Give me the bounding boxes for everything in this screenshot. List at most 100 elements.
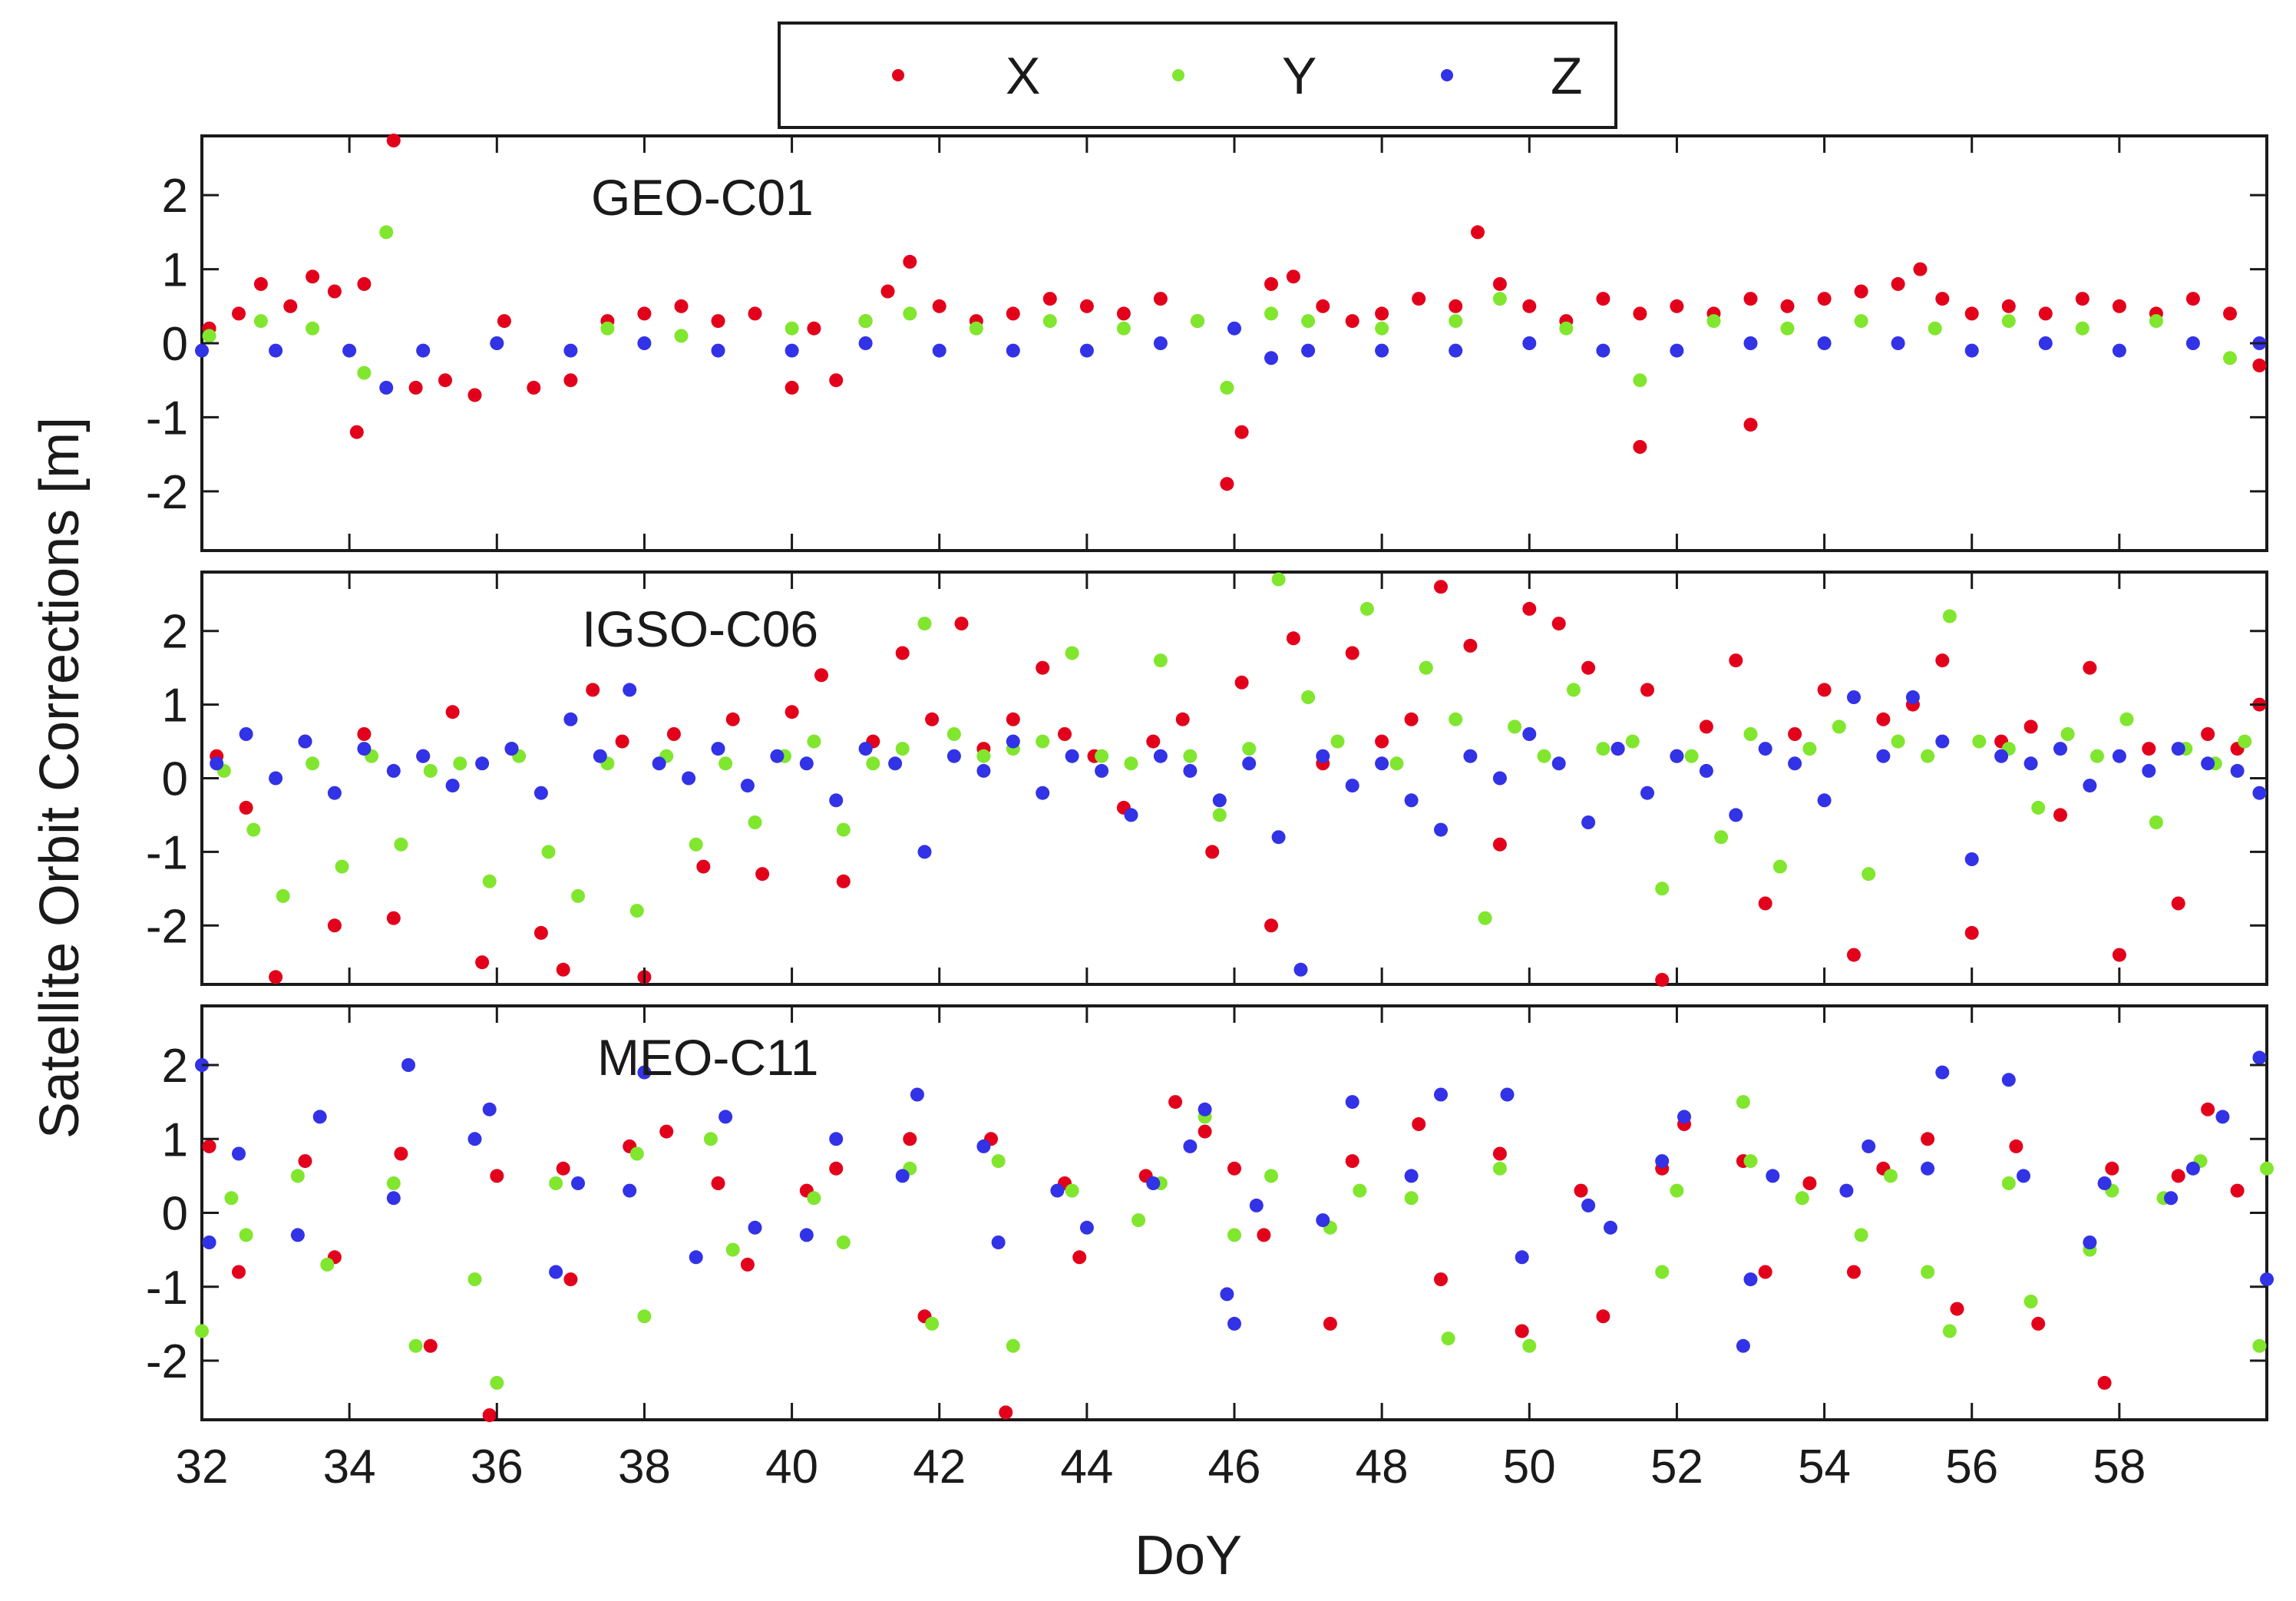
geo-c01-y-point [1220,380,1234,395]
igso-c06-y-point [2119,712,2134,726]
meo-c11-y-point [490,1375,504,1390]
geo-c01-x-point [438,373,452,388]
geo-c01-z-point [342,343,357,358]
geo-c01-z-point [1596,343,1611,358]
meo-c11-y-point [637,1309,652,1324]
igso-c06-x-point [1729,653,1743,668]
meo-c11-z-point [1146,1176,1161,1190]
geo-c01-y-point [2223,351,2237,366]
geo-c01-x-point [1633,306,1647,321]
igso-c06-z-point [1788,756,1802,771]
meo-c11-y-point [1131,1213,1146,1228]
igso-c06-x-point [1935,653,1950,668]
igso-c06-z-point [1242,756,1257,771]
meo-c11-z-point [2097,1176,2112,1190]
igso-c06-y-point [1478,911,1492,925]
igso-c06-z-point [1006,734,1020,749]
geo-c01-y-point [1301,314,1316,329]
igso-c06-z-point [504,742,519,756]
igso-c06-y-point [1566,683,1581,697]
meo-c11-y-point [1795,1191,1809,1206]
geo-c01-x-point [1492,276,1507,291]
geo-c01-z-point [1227,321,1241,336]
geo-c01-x-point [1964,306,1979,321]
igso-c06-y-point [1301,690,1316,704]
meo-c11-z-point [1183,1139,1198,1153]
meo-c11-z-point [623,1183,637,1198]
meo-c11-x-point [1412,1117,1426,1131]
igso-c06-y-point [1972,734,1987,749]
igso-c06-x-point [1699,719,1713,734]
igso-c06-z-point [1640,786,1654,800]
geo-c01-x-point [1854,284,1868,299]
geo-c01-z-point [932,343,946,358]
igso-c06-z-point [740,779,755,793]
panel-geo-c01: GEO-C01 [195,134,2268,552]
meo-c11-y-point [224,1191,239,1206]
igso-c06-z-point [1492,771,1507,786]
y-tick-label: 0 [162,753,188,806]
geo-c01-z-point [711,343,725,358]
igso-c06-x-point [725,712,740,726]
y-tick-label: -1 [146,826,188,879]
igso-c06-y-point [541,845,556,859]
geo-c01-x-point [327,284,342,299]
y-tick-label: -2 [146,466,188,519]
igso-c06-z-point [1316,749,1330,763]
meo-c11-z-point [799,1228,814,1242]
igso-c06-x-point [327,918,342,933]
igso-c06-z-point [1036,786,1050,800]
igso-c06-x-point [895,646,910,660]
y-axis-title: Satellite Orbit Corrections [m] [29,417,91,1139]
igso-c06-y-point [276,888,290,903]
panel-title: MEO-C11 [597,1029,819,1086]
igso-c06-z-point [1124,808,1138,822]
meo-c11-z-point [1935,1065,1950,1080]
igso-c06-y-point [571,888,585,903]
geo-c01-x-point [903,254,917,269]
igso-c06-z-point [770,749,785,763]
meo-c11-z-point [1500,1087,1515,1102]
igso-c06-z-point [2053,742,2067,756]
igso-c06-y-point [1596,742,1611,756]
igso-c06-y-point [1419,660,1433,675]
x-tick-label: 34 [323,1441,376,1493]
igso-c06-z-point [2112,749,2126,763]
meo-c11-x-point [563,1272,578,1287]
igso-c06-y-point [1862,867,1876,882]
igso-c06-y-point [1242,742,1257,756]
geo-c01-z-point [1449,343,1463,358]
igso-c06-x-point [2053,808,2067,822]
meo-c11-z-point [910,1087,924,1102]
igso-c06-x-point [2171,896,2185,911]
igso-c06-y-point [1832,719,1846,734]
igso-c06-x-point [1175,712,1190,726]
meo-c11-x-point [1574,1183,1588,1198]
meo-c11-z-point [1862,1139,1876,1153]
igso-c06-x-point [954,617,969,631]
igso-c06-x-point [2083,660,2097,675]
geo-c01-x-point [829,373,844,388]
igso-c06-x-point [2201,727,2215,741]
geo-c01-y-point [674,329,689,343]
meo-c11-z-point [1316,1213,1330,1228]
meo-c11-z-point [1249,1198,1264,1212]
igso-c06-y-point [2060,727,2075,741]
igso-c06-y-point [917,617,932,631]
igso-c06-y-point [1065,646,1079,660]
geo-c01-z-point [1006,343,1020,358]
panel-title: GEO-C01 [591,169,814,226]
meo-c11-x-point [423,1338,438,1353]
meo-c11-x-point [2105,1161,2119,1176]
igso-c06-z-point [1876,749,1891,763]
meo-c11-y-point [195,1324,209,1338]
igso-c06-x-point [2112,948,2126,962]
y-tick-label: -1 [146,392,188,445]
geo-c01-z-point [2112,343,2126,358]
igso-c06-y-point [1891,734,1905,749]
y-tick-label: -2 [146,900,188,953]
igso-c06-y-point [423,763,438,778]
meo-c11-z-point [1079,1220,1094,1235]
meo-c11-z-point [571,1176,585,1190]
igso-c06-x-point [1234,675,1249,690]
